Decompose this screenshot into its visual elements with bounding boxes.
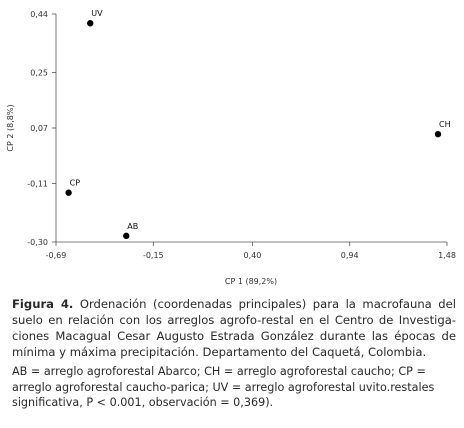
x-tick-group: -0,69 -0,15 0,40 0,94 1,48 — [46, 242, 456, 260]
y-tick-label: 0,07 — [30, 124, 48, 133]
point-label-cp: CP — [70, 179, 81, 188]
data-point-cp — [65, 189, 72, 196]
x-axis-title: CP 1 (89,2%) — [225, 277, 277, 286]
x-tick-label: -0,15 — [143, 251, 164, 260]
points-group: UV CH CP AB — [65, 9, 451, 240]
figure-caption-text: Ordenación (coordenadas principales) par… — [12, 297, 456, 359]
x-tick-label: 0,40 — [243, 251, 261, 260]
y-tick-label: 0,44 — [30, 10, 48, 19]
figure-label: Figura 4. — [12, 297, 74, 311]
data-point-uv — [87, 20, 94, 27]
data-point-ch — [434, 130, 442, 138]
point-label-uv: UV — [91, 9, 103, 18]
x-tick-label: 0,94 — [341, 251, 359, 260]
y-tick-label: -0,11 — [27, 179, 48, 188]
x-tick-label: 1,48 — [438, 251, 456, 260]
abbreviations-note: AB = arreglo agroforestal Abarco; CH = a… — [12, 365, 435, 409]
figure-caption: Figura 4. Ordenación (coordenadas princi… — [12, 296, 456, 360]
point-label-ab: AB — [127, 222, 138, 231]
x-tick-label: -0,69 — [46, 251, 67, 260]
scatter-chart: 0,44 0,25 0,07 -0,11 -0,30 -0,69 -0,15 0,40 0,9… — [6, 9, 456, 286]
y-tick-label: 0,25 — [30, 69, 48, 78]
data-point-ab — [123, 232, 130, 240]
y-tick-group: 0,44 0,25 0,07 -0,11 -0,30 — [27, 10, 56, 247]
y-axis-title: CP 2 (8,8%) — [6, 104, 15, 151]
y-tick-label: -0,30 — [27, 238, 48, 247]
point-label-ch: CH — [439, 120, 451, 129]
